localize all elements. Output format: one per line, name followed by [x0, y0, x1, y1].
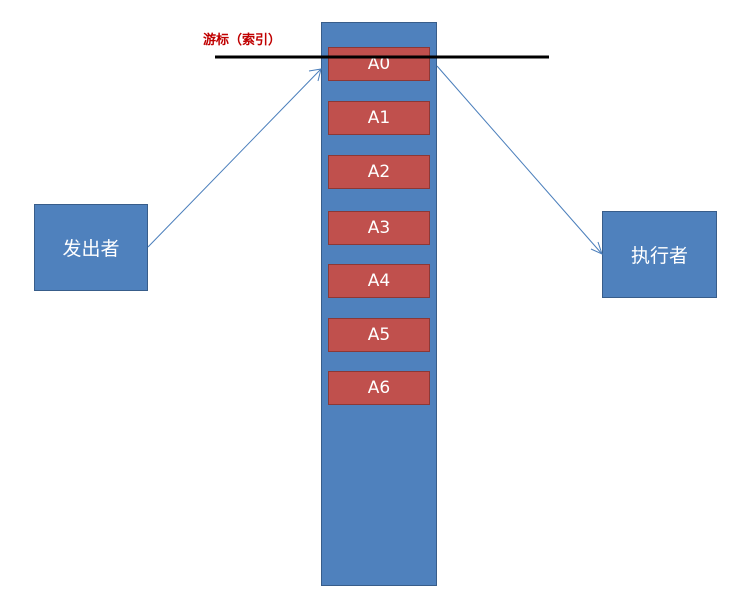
queue-slot-a4: A4: [328, 264, 430, 298]
queue-slot-a5: A5: [328, 318, 430, 352]
executor-arrow-line: [436, 65, 603, 255]
queue-slot-a6: A6: [328, 371, 430, 405]
queue-slot-a2: A2: [328, 155, 430, 189]
sender-arrow-line: [147, 68, 322, 248]
sender-box: 发出者: [34, 204, 148, 291]
queue-slot-a0: A0: [328, 47, 430, 81]
queue-slot-a3: A3: [328, 211, 430, 245]
executor-arrowhead-icon: [590, 241, 603, 255]
executor-box: 执行者: [602, 211, 717, 298]
sender-arrowhead-icon: [308, 68, 322, 82]
cursor-label: 游标（索引）: [203, 33, 282, 48]
queue-slot-a1: A1: [328, 101, 430, 135]
